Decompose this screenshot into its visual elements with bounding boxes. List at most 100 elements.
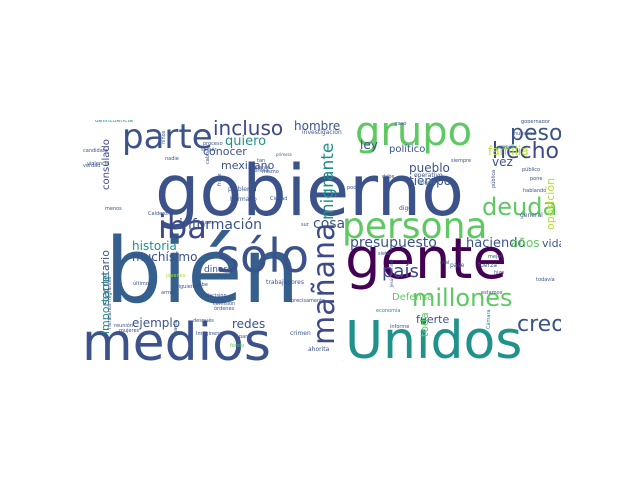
word-108: caso — [395, 121, 406, 127]
word-62: reunión — [114, 322, 133, 329]
word-59: comunicación — [312, 360, 347, 361]
word-0: gobierno — [155, 150, 464, 232]
word-31: vida — [542, 237, 561, 250]
word-70: último — [133, 280, 149, 287]
word-30: años — [511, 236, 540, 250]
word-22: muchísimo — [132, 250, 197, 264]
word-74: decisión — [206, 292, 227, 299]
word-72: órdenes — [214, 305, 235, 312]
word-54: general — [520, 212, 543, 219]
word-11: iba — [158, 208, 207, 246]
word-51: hermano — [230, 196, 257, 203]
word-118: armas — [161, 290, 177, 296]
word-94: mismo — [262, 169, 279, 175]
word-89: debe — [382, 174, 395, 180]
word-34: tiempo — [409, 174, 451, 188]
word-7: persona — [342, 206, 487, 247]
word-37: Defensa — [392, 292, 433, 303]
word-114: cabo — [205, 152, 211, 164]
word-75: jóvenes — [165, 272, 186, 279]
word-19: información — [179, 217, 262, 233]
word-91: Ciudad — [270, 196, 287, 202]
word-49: investigación — [302, 129, 342, 136]
word-96: fondo — [230, 343, 244, 349]
word-58: Cámara — [485, 309, 492, 329]
word-100: político — [497, 145, 512, 150]
word-38: secretario — [99, 250, 112, 305]
word-65: seguir — [201, 147, 217, 153]
word-36: fuerte — [416, 313, 449, 326]
word-111: mal — [440, 260, 449, 266]
word-3: medios — [82, 313, 271, 361]
word-47: toda — [418, 312, 431, 337]
cloud-background — [80, 120, 561, 361]
word-18: presupuesto — [350, 235, 437, 251]
word-56: digo — [399, 205, 412, 212]
word-48: delincuencia — [95, 120, 133, 124]
word-71: latino — [130, 296, 144, 302]
word-55: fuerza — [478, 262, 497, 269]
word-97: paro — [239, 334, 250, 340]
word-116: sur — [301, 222, 310, 228]
word-41: conocer — [203, 145, 247, 158]
word-83: público — [522, 166, 540, 173]
word-29: familia — [488, 144, 529, 158]
word-81: todavía — [536, 276, 555, 283]
word-109: pone — [530, 176, 542, 182]
word-77: sabe — [196, 282, 208, 288]
word-21: haciendo — [466, 236, 525, 251]
word-50: problema — [228, 186, 257, 193]
word-2: gente — [345, 227, 507, 292]
word-53: operativo — [414, 172, 443, 179]
word-52: trabajadores — [266, 279, 304, 286]
word-98: economía — [376, 307, 400, 314]
word-63: verdad — [83, 163, 100, 169]
word-4: Unidos — [345, 311, 522, 361]
word-107: Imaginense — [196, 331, 225, 337]
word-20: historia — [132, 239, 177, 253]
word-99: informe — [390, 324, 409, 330]
word-9: deuda — [482, 193, 557, 221]
word-15: país — [382, 261, 419, 282]
word-46: dinero — [204, 265, 233, 275]
word-110: hizo — [494, 270, 504, 276]
word-103: menos — [105, 206, 122, 212]
word-84: hablando — [523, 188, 546, 194]
word-6: sólo — [216, 229, 309, 283]
word-85: gobernador — [521, 120, 551, 125]
word-82: pública — [490, 170, 497, 188]
word-43: político — [389, 143, 425, 155]
word-5: grupo — [355, 120, 472, 155]
word-1: bién — [105, 219, 300, 324]
word-33: ley — [360, 138, 378, 152]
word-44: opinión — [500, 144, 515, 149]
word-28: redes — [232, 317, 265, 331]
word-66: adelante — [248, 165, 270, 171]
word-102: mujeres — [119, 328, 140, 334]
word-45: oposición — [544, 178, 557, 230]
word-42: mexicano — [221, 159, 275, 172]
word-64: candidato — [83, 148, 108, 154]
word-17: creo — [517, 312, 561, 337]
word-112: siete — [378, 251, 390, 257]
word-25: hombre — [294, 120, 340, 133]
word-24: migrante — [318, 143, 338, 220]
word-10: millones — [412, 284, 513, 312]
word-73: comisión — [213, 300, 235, 307]
word-67: frase — [217, 173, 223, 186]
word-13: incluso — [213, 120, 283, 140]
word-95: primera — [276, 152, 292, 157]
word-113: estamos — [481, 290, 503, 296]
word-57: pase — [450, 262, 465, 269]
word-105: siguiente — [176, 284, 199, 290]
word-60: ahorita — [308, 346, 330, 353]
word-12: peso — [510, 121, 561, 146]
word-35: pueblo — [409, 161, 450, 175]
word-92: Morena — [250, 168, 269, 174]
word-69: Calderón — [148, 210, 170, 217]
word-23: cosa — [313, 216, 345, 232]
word-117: hacia — [173, 321, 179, 334]
word-86: nuestros — [514, 131, 536, 137]
word-79: Jesús Ramírez — [389, 259, 394, 288]
